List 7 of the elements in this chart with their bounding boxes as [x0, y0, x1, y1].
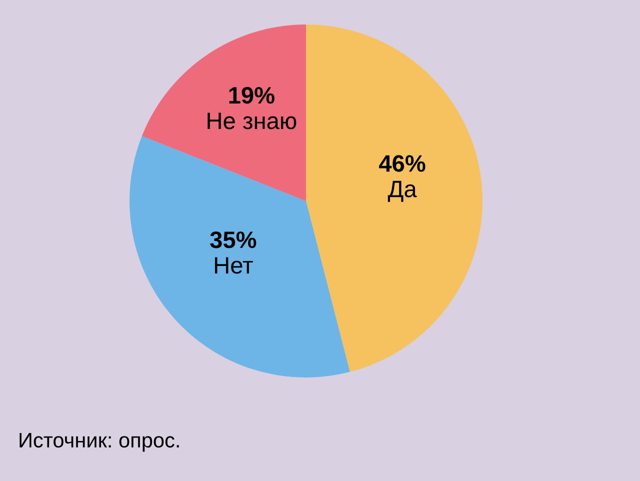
slice-label: Да [388, 180, 417, 202]
data-label: 35% [210, 231, 256, 248]
slice-label: Нет [215, 257, 253, 274]
data-label: 46% [379, 155, 426, 172]
slice-label: Не знаю [208, 112, 296, 130]
data-label: 19% [229, 86, 274, 104]
text: Источник: опрос. [20, 433, 179, 452]
